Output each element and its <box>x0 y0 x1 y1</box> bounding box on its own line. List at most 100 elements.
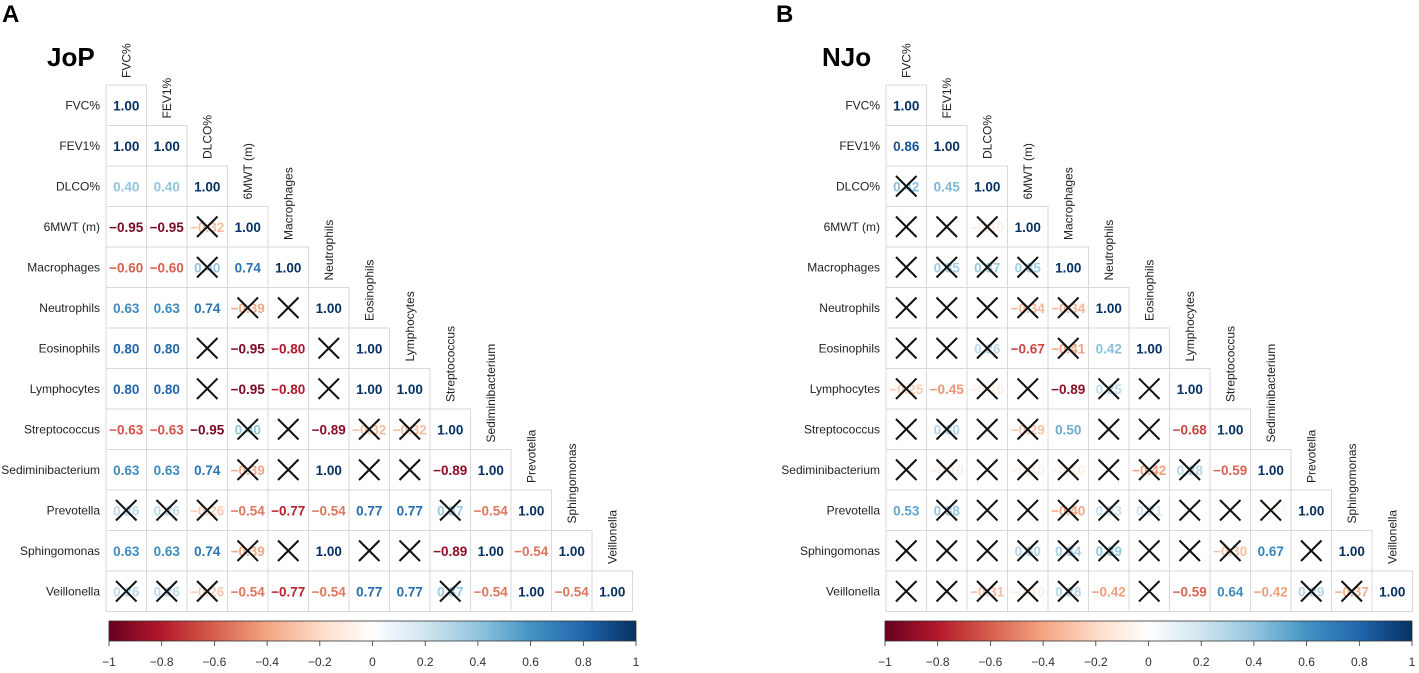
column-label: 6MWT (m) <box>241 143 255 199</box>
nonsignificant-cross-mark <box>1178 539 1201 562</box>
correlation-value: −0.54 <box>231 584 266 599</box>
column-label: Macrophages <box>1061 167 1075 240</box>
correlation-value: 1.00 <box>316 463 342 478</box>
nonsignificant-cross-mark <box>439 580 462 603</box>
nonsignificant-cross-mark <box>1138 580 1161 603</box>
nonsignificant-cross-mark <box>1097 377 1120 400</box>
colorbar-tick-label: −0.8 <box>926 655 950 669</box>
correlation-value: 0.50 <box>1055 422 1081 437</box>
matrix-cell <box>591 570 633 612</box>
nonsignificant-cross-mark <box>895 296 918 319</box>
colorbar-tick-label: −0.6 <box>203 655 227 669</box>
row-label: Veillonella <box>46 584 100 598</box>
colorbar-tick-label: 0 <box>369 655 376 669</box>
correlation-value: 0.67 <box>1258 544 1284 559</box>
column-label: Neutrophils <box>322 220 336 281</box>
nonsignificant-cross-mark <box>398 418 421 441</box>
correlation-value: 1.00 <box>518 503 544 518</box>
nonsignificant-cross-mark <box>1097 418 1120 441</box>
colorbar-tick-label: −1 <box>102 655 116 669</box>
column-label: DLCO% <box>980 115 994 159</box>
correlation-value: 1.00 <box>934 139 960 154</box>
correlation-value: −0.54 <box>474 584 509 599</box>
correlation-value: −0.89 <box>433 544 467 559</box>
column-label: Sediminibacterium <box>1264 344 1278 443</box>
correlation-value: 1.00 <box>1379 584 1405 599</box>
correlation-value: −0.95 <box>190 422 225 437</box>
correlation-value: 1.00 <box>1055 260 1081 275</box>
colorbar-tick-label: 1 <box>633 655 640 669</box>
nonsignificant-cross-mark <box>196 377 219 400</box>
nonsignificant-cross-mark <box>358 458 381 481</box>
correlation-value: 0.42 <box>1096 341 1122 356</box>
column-label: Prevotella <box>1304 429 1318 483</box>
nonsignificant-cross-mark <box>196 256 219 279</box>
nonsignificant-cross-mark <box>976 337 999 360</box>
column-label: Eosinophils <box>362 260 376 321</box>
correlation-value: −0.89 <box>1051 382 1085 397</box>
row-label: FEV1% <box>59 139 100 153</box>
correlation-value: −0.59 <box>1213 463 1247 478</box>
correlation-value: 1.00 <box>1136 341 1162 356</box>
nonsignificant-cross-mark <box>236 296 259 319</box>
nonsignificant-cross-mark <box>1016 539 1039 562</box>
correlation-value: 0.53 <box>893 503 920 518</box>
row-label: FVC% <box>65 98 100 112</box>
correlation-value: 0.80 <box>154 341 180 356</box>
nonsignificant-cross-mark <box>1057 539 1080 562</box>
column-label: FEV1% <box>940 77 954 118</box>
nonsignificant-cross-mark <box>1138 499 1161 522</box>
correlation-value: 0.45 <box>934 179 961 194</box>
correlation-value: 1.00 <box>316 301 342 316</box>
nonsignificant-cross-mark <box>277 458 300 481</box>
row-label: Neutrophils <box>39 301 100 315</box>
correlation-value: −0.95 <box>231 382 266 397</box>
nonsignificant-cross-mark <box>895 580 918 603</box>
correlation-value: −0.42 <box>1254 584 1288 599</box>
nonsignificant-cross-mark <box>277 418 300 441</box>
correlation-value: 1.00 <box>154 139 180 154</box>
row-label: FVC% <box>845 98 880 112</box>
nonsignificant-cross-mark <box>1057 499 1080 522</box>
nonsignificant-cross-mark <box>358 418 381 441</box>
row-label: Macrophages <box>27 260 100 274</box>
row-label: Prevotella <box>827 503 881 517</box>
colorbar-tick-label: −0.2 <box>308 655 332 669</box>
nonsignificant-cross-mark <box>277 296 300 319</box>
row-label: Eosinophils <box>819 341 880 355</box>
correlation-value: 1.00 <box>1096 301 1122 316</box>
colorbar-tick-label: −1 <box>878 655 892 669</box>
row-label: Lymphocytes <box>30 382 100 396</box>
colorbar-tick-label: −0.6 <box>979 655 1003 669</box>
nonsignificant-cross-mark <box>439 499 462 522</box>
correlation-value: 0.64 <box>1217 584 1244 599</box>
panel-title: JoP <box>47 42 95 72</box>
colorbar-tick-label: 0.8 <box>1351 655 1368 669</box>
correlation-value: −0.42 <box>1092 584 1126 599</box>
panel-b-njo: B NJo FVC% FVC% FEV1% FEV1% DLCO% DLCO% 6MWT (m)… <box>776 1 1416 669</box>
row-label: Sediminibacterium <box>781 463 880 477</box>
column-label: 6MWT (m) <box>1021 143 1035 199</box>
correlation-value: −0.95 <box>109 220 144 235</box>
correlation-value: 1.00 <box>518 584 544 599</box>
column-label: Streptococcus <box>443 326 457 402</box>
correlation-value: 1.00 <box>356 382 382 397</box>
correlation-value: −0.89 <box>433 463 467 478</box>
correlation-value: 0.74 <box>235 260 262 275</box>
correlation-value: −0.60 <box>150 260 184 275</box>
nonsignificant-cross-mark <box>1138 377 1161 400</box>
nonsignificant-cross-mark <box>895 175 918 198</box>
panel-letter: A <box>2 1 19 28</box>
nonsignificant-cross-mark <box>935 539 958 562</box>
nonsignificant-cross-mark <box>1178 458 1201 481</box>
colorbar-gradient <box>108 620 637 642</box>
nonsignificant-cross-mark <box>976 458 999 481</box>
correlation-value: 0.77 <box>397 584 423 599</box>
correlation-value: 0.80 <box>154 382 180 397</box>
nonsignificant-cross-mark <box>1178 499 1201 522</box>
column-label: Macrophages <box>281 167 295 240</box>
correlation-value: 1.00 <box>437 422 463 437</box>
correlation-value: 1.00 <box>113 98 139 113</box>
column-label: Prevotella <box>524 429 538 483</box>
nonsignificant-cross-mark <box>935 256 958 279</box>
